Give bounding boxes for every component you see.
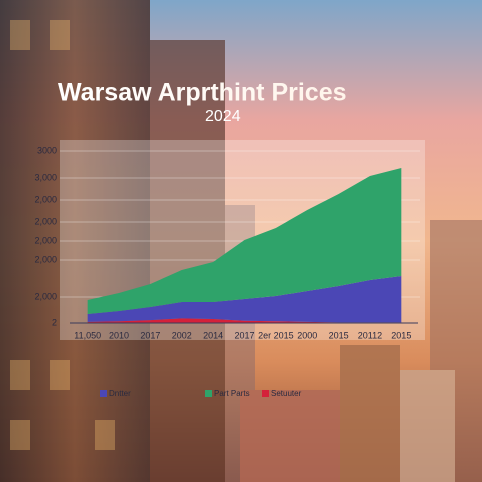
x-tick-label: 20112 <box>358 330 382 340</box>
y-axis-label: 2 <box>52 317 57 327</box>
legend-label: Setuuter <box>271 389 302 398</box>
x-tick-label: 11,050 <box>74 330 101 340</box>
x-tick-label: 2017 <box>234 330 254 340</box>
y-axis-label: 3,000 <box>34 172 57 182</box>
chart-subtitle: 2024 <box>205 108 241 125</box>
x-tick-label: 2015 <box>391 330 411 340</box>
legend-swatch <box>262 390 269 397</box>
x-tick-label: 2002 <box>172 330 192 340</box>
legend-swatch <box>205 390 212 397</box>
legend-swatch <box>100 390 107 397</box>
window-grid <box>10 20 115 450</box>
y-axis-label: 2,000 <box>34 254 57 264</box>
y-axis-label: 2,000 <box>34 235 57 245</box>
x-tick-label: 2017 <box>140 330 160 340</box>
y-axis-label: 2,000 <box>34 194 57 204</box>
x-tick-label: 2000 <box>297 330 317 340</box>
legend-label: Part Parts <box>214 389 250 398</box>
chart-title: Warsaw Arprthint Prices <box>58 79 347 107</box>
x-tick-label: 2er 2015 <box>258 330 294 340</box>
area <box>87 168 402 314</box>
y-axis-label: 2,000 <box>34 216 57 226</box>
y-axis-label: 2,000 <box>34 291 57 301</box>
x-tick-label: 2014 <box>203 330 223 340</box>
area <box>87 275 402 323</box>
x-tick-label: 2010 <box>109 330 129 340</box>
legend-label: Dntter <box>109 389 131 398</box>
y-axis-label: 3000 <box>37 145 57 155</box>
plot: 3000 3,000 2,000 2,000 2,000 2,000 2,000 2 11,05… <box>34 145 411 398</box>
x-tick-label: 2015 <box>329 330 349 340</box>
